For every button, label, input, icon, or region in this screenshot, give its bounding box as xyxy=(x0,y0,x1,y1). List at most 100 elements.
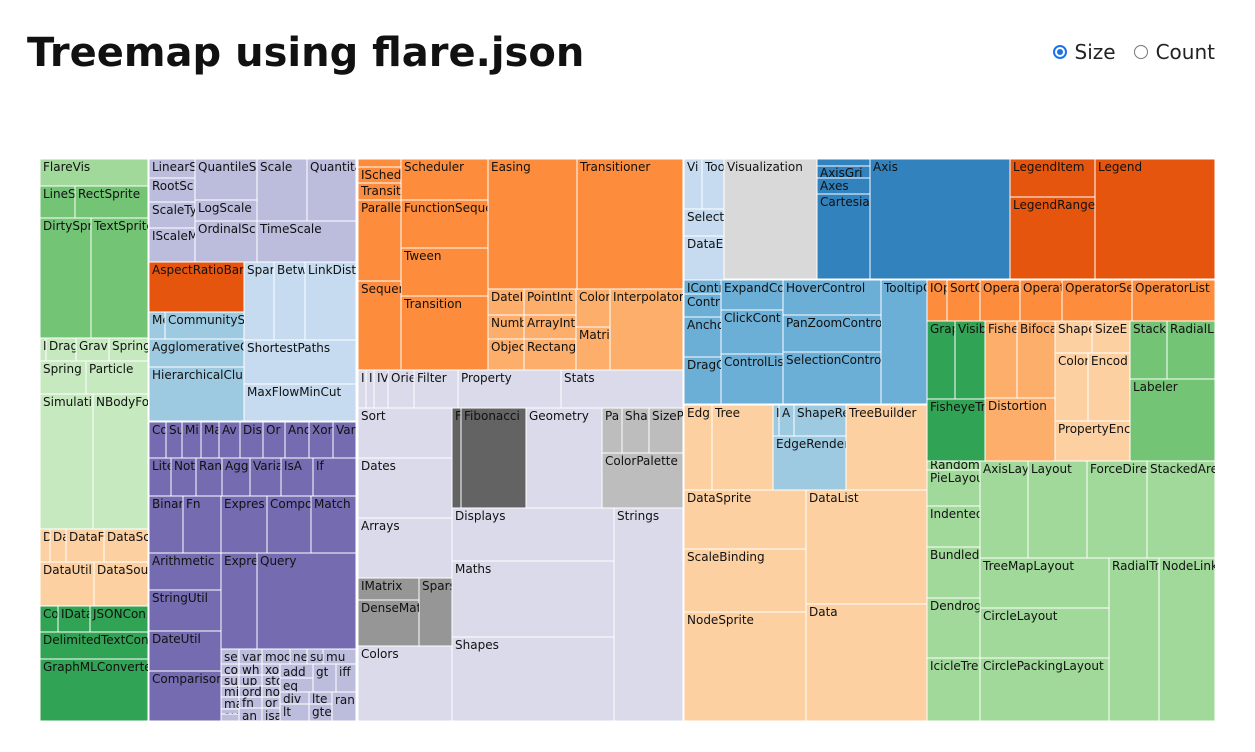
tile-color-interpolator[interactable]: Color xyxy=(575,288,611,328)
tile-tree-map-layout[interactable]: TreeMapLayout xyxy=(979,557,1110,609)
tile-rect-gte[interactable] xyxy=(308,703,333,721)
tile-dirty-sprite[interactable]: DirtySpr xyxy=(40,217,93,339)
tile-rect-legend[interactable] xyxy=(1094,159,1215,280)
tile-stacked-area-layout[interactable]: StackedAre xyxy=(1146,460,1215,559)
tile-rect-sparse-matrix[interactable] xyxy=(418,577,453,647)
tile-shape-renderer[interactable]: ShapeRe xyxy=(793,404,850,437)
tile-rect-spring[interactable] xyxy=(40,360,87,395)
tile-rect-pan-zoom-control[interactable] xyxy=(782,314,882,353)
tile-rect-layout[interactable] xyxy=(1027,460,1088,559)
tile-rect-div[interactable] xyxy=(279,691,310,705)
tile-ievaluable[interactable]: I xyxy=(357,369,367,409)
tile-rect-bundled-edge-router[interactable] xyxy=(926,546,981,599)
tile-particle[interactable]: Particle xyxy=(85,360,149,395)
tile-scheduler[interactable]: Scheduler xyxy=(400,159,489,201)
tile-rect-axis-label[interactable] xyxy=(816,159,871,167)
tile-point-interpolator[interactable]: PointInt xyxy=(523,288,577,316)
tile-rect-link-distance[interactable] xyxy=(304,261,357,341)
tile-legend-item[interactable]: LegendItem xyxy=(1009,159,1096,198)
tile-rect-date-util[interactable] xyxy=(148,630,222,672)
tile-if[interactable]: If xyxy=(312,457,357,497)
tile-query[interactable]: Query xyxy=(256,552,357,650)
tile-variable[interactable]: Vari xyxy=(332,421,359,459)
tile-cartesian-axes[interactable]: Cartesia xyxy=(816,193,871,280)
tile-variance[interactable]: Varia xyxy=(249,457,283,497)
tile-edge[interactable]: Edg xyxy=(683,404,713,491)
tile-rect-shapes[interactable] xyxy=(621,407,650,454)
tile-rect-data-schema[interactable] xyxy=(103,528,149,563)
tile-rect-log-scale[interactable] xyxy=(194,199,258,222)
tile-rect-fn[interactable] xyxy=(182,495,222,554)
tile-rect-node-link-tree-layout[interactable] xyxy=(1158,557,1215,721)
tile-dates[interactable]: Dates xyxy=(357,457,453,519)
tile-betweenness-centrality[interactable]: Betw xyxy=(273,261,307,341)
tile-add[interactable]: add xyxy=(279,663,314,679)
tile-minimum[interactable]: Mi xyxy=(181,421,202,459)
tile-sum[interactable]: Su xyxy=(165,421,184,459)
tile-data-schema[interactable]: DataSc xyxy=(103,528,150,563)
tile-hover-control[interactable]: HoverControl xyxy=(782,279,882,316)
tile-rect-radial-labeler[interactable] xyxy=(1166,320,1215,380)
tile-orientation[interactable]: Orie xyxy=(387,369,416,409)
tile-rect-scheduler[interactable] xyxy=(400,159,489,201)
tile-rect-sub[interactable] xyxy=(220,674,240,687)
tile-link-distance[interactable]: LinkDist xyxy=(304,261,357,341)
tile-rect-operator[interactable] xyxy=(979,279,1021,322)
tile-literal[interactable]: Lite xyxy=(148,457,174,497)
tile-rect-data-set[interactable] xyxy=(49,528,67,563)
tile-rect-legend-range[interactable] xyxy=(1009,196,1096,280)
tile-date-util[interactable]: DateUtil xyxy=(148,630,222,672)
tile-rect-stacked-area-labeler[interactable] xyxy=(1129,320,1168,380)
tile-rect-update[interactable] xyxy=(238,674,263,687)
tile-rect-select[interactable] xyxy=(220,648,240,665)
tile-rect-max-flow-min-cut[interactable] xyxy=(243,383,357,422)
tile-rect-ordinal-scale[interactable] xyxy=(194,220,258,263)
tile-rect-pause[interactable] xyxy=(357,159,402,168)
tile-rect-orientation[interactable] xyxy=(387,369,415,409)
tile-eq[interactable]: eq xyxy=(279,677,314,693)
tile-icontrol[interactable]: IContr xyxy=(683,279,724,295)
tile-arithmetic[interactable]: Arithmetic xyxy=(148,552,222,591)
tile-rect-expression-iterator[interactable] xyxy=(220,495,268,554)
tile-force-directed-layout[interactable]: ForceDire xyxy=(1086,460,1148,559)
tile-rect-minimum[interactable] xyxy=(181,421,202,459)
tile-visualization-event[interactable]: Vi xyxy=(683,159,703,210)
tile-hierarchical-cluster[interactable]: HierarchicalClus xyxy=(148,366,249,422)
tile-rect-expand-control[interactable] xyxy=(720,279,784,311)
tile-data-event[interactable]: DataE xyxy=(683,235,725,281)
tile-rect-text-sprite[interactable] xyxy=(90,217,149,339)
tile-legend-range[interactable]: LegendRange xyxy=(1009,196,1096,280)
tile-rect-neq[interactable] xyxy=(289,648,308,665)
tile-is-a[interactable]: IsA xyxy=(280,457,314,497)
tile-delimited-text-converter[interactable]: DelimitedTextConv xyxy=(40,631,156,660)
tile-spanning-tree[interactable]: Spar xyxy=(243,261,275,341)
tile-rect-comparison[interactable] xyxy=(148,670,222,721)
tile-heap-node[interactable]: Fibonacci xyxy=(460,407,527,509)
tile-axis[interactable]: Axis xyxy=(869,159,1011,280)
tile-log-scale[interactable]: LogScale xyxy=(194,199,258,222)
tile-rect-dense-matrix[interactable] xyxy=(357,599,420,647)
tile-control[interactable]: Contr xyxy=(683,293,722,318)
tile-rect-not[interactable] xyxy=(261,685,281,698)
tile-rect-variable[interactable] xyxy=(332,421,357,459)
count-radio-option[interactable]: Count xyxy=(1133,40,1215,64)
tile-rect-quantile-scale[interactable] xyxy=(194,159,258,201)
tile-rect-community-structure[interactable] xyxy=(164,311,245,340)
tile-strings[interactable]: Strings xyxy=(613,507,684,721)
tile-rect-ievaluable[interactable] xyxy=(357,369,367,409)
tile-rect-gravity-force[interactable] xyxy=(75,337,110,362)
tile-iscale-map[interactable]: IScaleM xyxy=(148,227,198,263)
tile-sequence[interactable]: Sequen xyxy=(357,280,406,371)
tile-rect-hover-control[interactable] xyxy=(782,279,882,316)
tile-neq[interactable]: ne xyxy=(289,648,308,665)
tile-axis-label[interactable] xyxy=(816,159,871,167)
tile-gt[interactable]: gt xyxy=(312,663,337,693)
tile-rect-force-directed-layout[interactable] xyxy=(1086,460,1148,559)
tile-ivalue-proxy[interactable]: I xyxy=(365,369,375,409)
tile-pie-layout[interactable]: PieLayou xyxy=(926,469,984,507)
tile-transition[interactable]: Transition xyxy=(400,295,489,371)
tile-arrays[interactable]: Arrays xyxy=(357,517,453,579)
tile-selection-event[interactable]: Select xyxy=(683,208,725,237)
tile-distortion[interactable]: Distortion xyxy=(984,397,1056,462)
tile-rect-color-interpolator[interactable] xyxy=(575,288,611,328)
